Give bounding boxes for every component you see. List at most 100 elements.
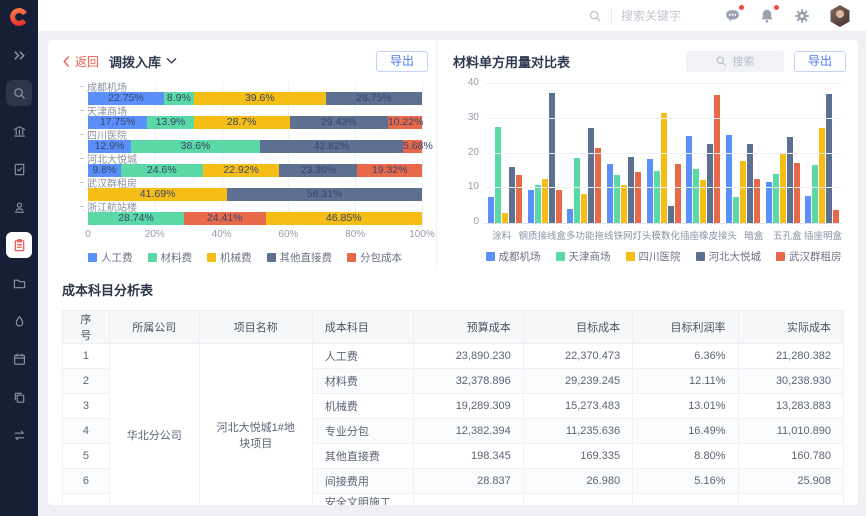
legend-label: 分包成本	[360, 252, 402, 264]
legend-item[interactable]: 材料费	[147, 250, 192, 265]
back-button[interactable]: 返回	[62, 53, 99, 70]
messages-button[interactable]	[723, 4, 744, 25]
cost-analysis-section: 成本科目分析表 序号 所属公司 项目名称 成本科目 预算成本 目标成本 目标利润率 实际成本 …	[48, 268, 858, 505]
global-search[interactable]: 搜索关键字	[588, 7, 681, 24]
column-header: 目标利润率	[632, 310, 739, 344]
stacked-bar: 28.74% 24.41% 46.85%	[88, 212, 422, 225]
category-label: 河北大悦城	[80, 154, 137, 166]
bar	[693, 168, 700, 223]
export-button[interactable]: 导出	[793, 50, 846, 72]
user-menu[interactable]	[828, 4, 852, 28]
cell-index: 7	[62, 493, 110, 505]
bar	[746, 143, 753, 223]
bank-icon	[13, 125, 25, 137]
sidebar-item-copy[interactable]	[6, 384, 32, 410]
sidebar-item-transfer[interactable]	[6, 422, 32, 448]
app-logo[interactable]	[0, 0, 38, 34]
gridline	[485, 152, 842, 154]
gridline	[485, 187, 842, 189]
sidebar-item-material[interactable]	[6, 308, 32, 334]
axis-tick-label: 40%	[211, 229, 232, 240]
notification-dot	[739, 4, 744, 10]
category-label: 浙江航站楼	[80, 202, 137, 214]
allocation-panel: 返回 调拨入库 导出 成都机场 22.75% 8.9% 39.6% 28.75% 天津商场…	[48, 40, 437, 268]
legend-item[interactable]: 人工费	[88, 250, 133, 265]
export-button[interactable]: 导出	[375, 50, 428, 72]
legend-item[interactable]: 武汉群租房	[776, 249, 842, 264]
panel-title: 调拨入库	[109, 54, 162, 70]
bar-group	[802, 84, 842, 223]
category-label: 四川医院	[80, 130, 127, 142]
bar-segment: 19.32%	[357, 164, 422, 177]
bar	[725, 134, 732, 223]
bar-segment: 41.69%	[88, 188, 228, 201]
legend-item[interactable]: 分包成本	[347, 250, 402, 265]
title-dropdown[interactable]	[166, 57, 177, 65]
sidebar-item-search[interactable]	[6, 80, 32, 106]
legend-label: 成都机场	[498, 251, 541, 263]
bar-group	[604, 84, 644, 223]
axis-tick-label: 铁网灯头	[613, 231, 652, 242]
cell-target: 11,235.636	[522, 418, 634, 444]
search-icon	[717, 56, 727, 66]
search-divider	[610, 8, 612, 23]
cell-subject: 人工费	[311, 343, 415, 369]
chart-bars: 成都机场 22.75% 8.9% 39.6% 28.75% 天津商场 17.75% 13.9%…	[80, 82, 433, 226]
legend-label: 人工费	[101, 252, 133, 264]
table-row: 3 机械费 19,289.309 15,273.483 13.01% 13,283.883	[62, 393, 844, 419]
axis-tick-label: 模数化插座	[651, 231, 700, 242]
axis-tick-label: 20%	[144, 229, 165, 240]
table-row: 1 华北分公司 河北大悦城1#地块项目 人工费 23,890.230 22,370.473…	[62, 343, 844, 505]
legend-item[interactable]: 四川医院	[625, 249, 681, 264]
axis-tick-label: 30	[467, 111, 479, 123]
cell-actual: 11,010.890	[737, 418, 844, 444]
bar	[707, 143, 714, 223]
sidebar	[0, 0, 38, 516]
legend-item[interactable]: 其他直接费	[266, 250, 332, 265]
bar	[667, 206, 674, 223]
cell-actual: 30,238.930	[737, 368, 844, 394]
sidebar-item-cost[interactable]	[6, 232, 32, 258]
bar-segment: 8.9%	[163, 92, 194, 105]
bar	[588, 127, 595, 223]
alerts-button[interactable]	[758, 4, 779, 25]
cell-budget: 12,382.394	[413, 418, 524, 444]
legend-item[interactable]: 机械费	[207, 250, 252, 265]
legend-item[interactable]: 河北大悦城	[695, 249, 761, 264]
sidebar-item-doc-check[interactable]	[6, 156, 32, 182]
sidebar-menu	[6, 42, 32, 448]
bar-row: 成都机场 22.75% 8.9% 39.6% 28.75%	[80, 82, 422, 106]
bar-row: 四川医院 12.9% 38.6% 42.82% 5.68%	[80, 130, 433, 154]
search-icon	[13, 87, 25, 99]
panel-title: 材料单方用量对比表	[453, 54, 571, 70]
cell-margin: 22.81%	[632, 493, 739, 505]
cell-index: 1	[62, 343, 110, 369]
bar	[527, 190, 534, 223]
cell-budget: 28.837	[413, 468, 524, 494]
bar-segment: 28.7%	[193, 116, 290, 129]
bar	[494, 126, 501, 223]
cell-project: 河北大悦城1#地块项目	[198, 343, 313, 505]
chart-gridlines	[88, 82, 423, 226]
legend-item[interactable]: 天津商场	[555, 249, 611, 264]
panel-search-input[interactable]: 搜索	[685, 50, 784, 72]
bar-group	[763, 84, 803, 223]
sidebar-item-schedule[interactable]	[6, 346, 32, 372]
bar	[793, 162, 800, 223]
cell-index: 2	[62, 368, 110, 394]
sidebar-item-folder[interactable]	[6, 270, 32, 296]
bell-icon	[761, 9, 773, 22]
bar-segment: 5.68%	[403, 140, 433, 153]
settings-button[interactable]	[793, 7, 811, 25]
sidebar-item-user[interactable]	[6, 194, 32, 220]
bar	[606, 164, 613, 223]
cell-subject: 机械费	[311, 393, 415, 419]
sidebar-item-expand[interactable]	[6, 42, 32, 68]
bar-segment: 39.6%	[193, 92, 326, 105]
legend-item[interactable]: 成都机场	[485, 249, 541, 264]
bar	[508, 167, 515, 223]
gridline	[221, 82, 223, 226]
bar-segment: 28.74%	[88, 212, 184, 225]
bar	[753, 179, 760, 223]
sidebar-item-bank[interactable]	[6, 118, 32, 144]
